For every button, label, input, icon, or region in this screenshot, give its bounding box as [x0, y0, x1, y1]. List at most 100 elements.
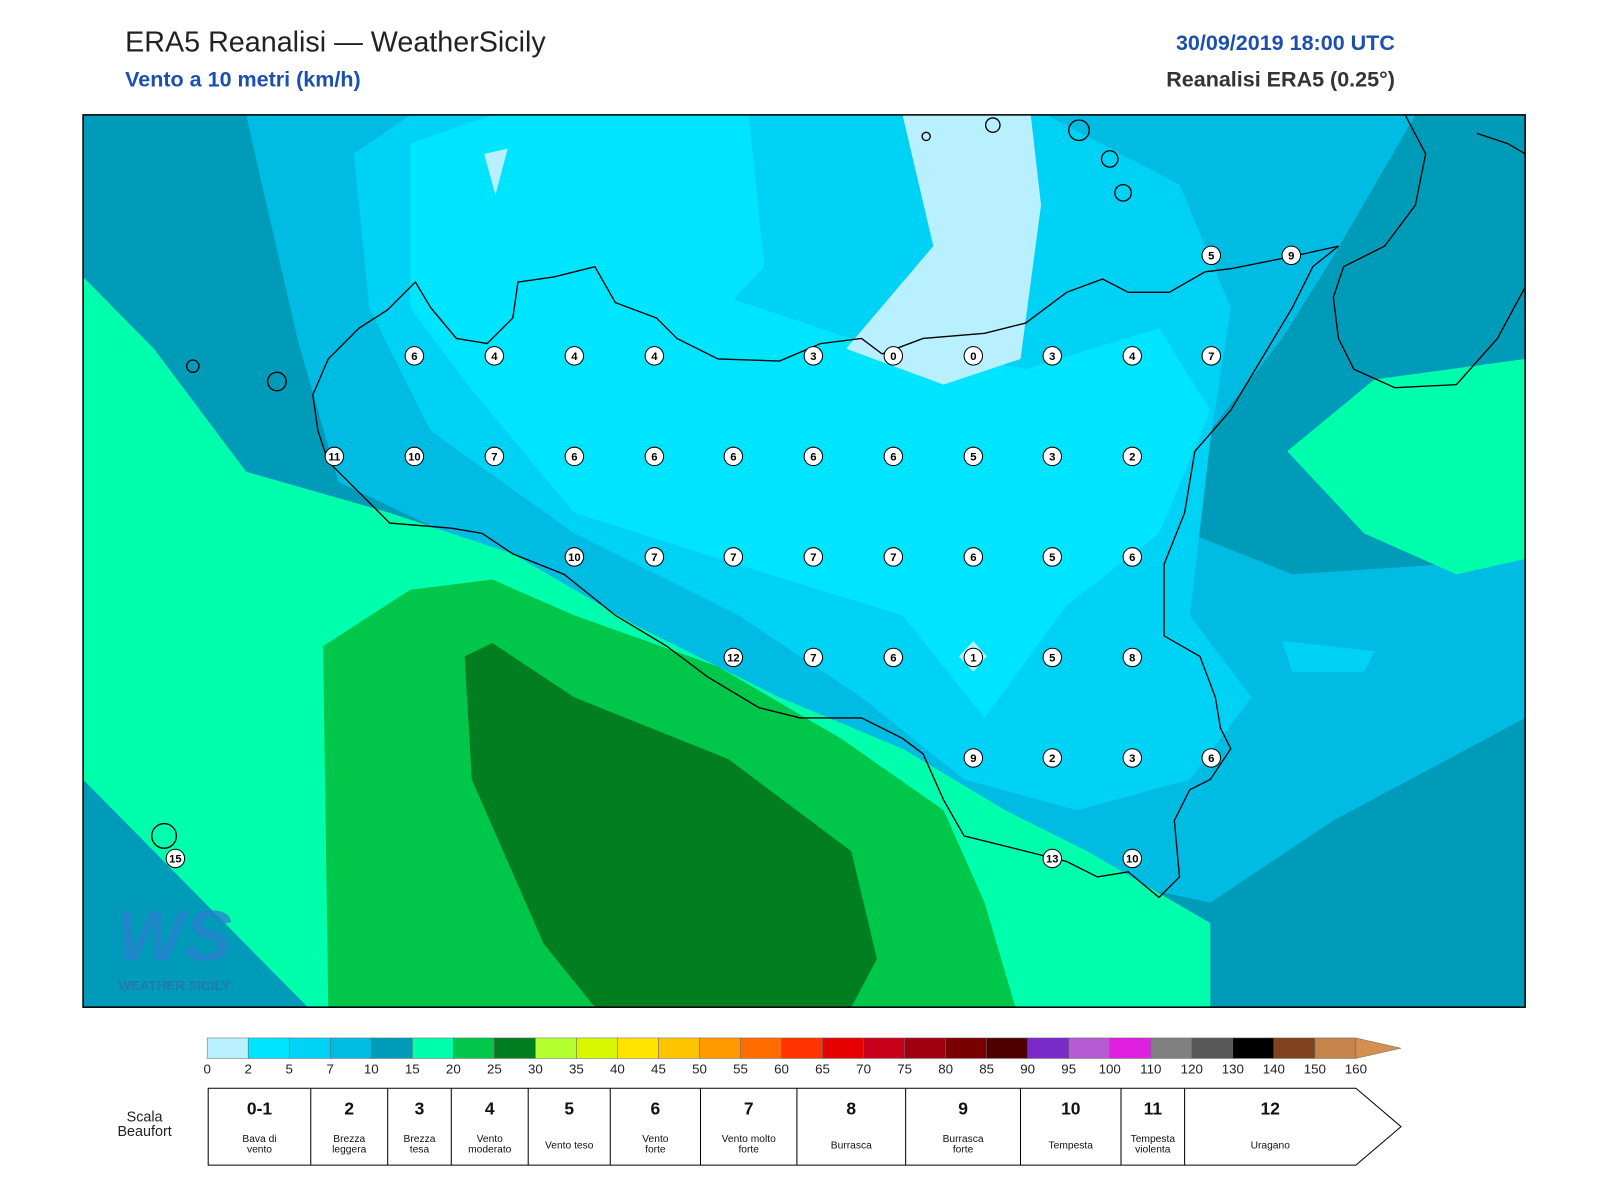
- colorbar-tick-label: 120: [1181, 1061, 1203, 1076]
- colorbar-tick-label: 140: [1263, 1061, 1285, 1076]
- station-marker: [1201, 346, 1222, 366]
- colorbar-tick-label: 80: [938, 1061, 953, 1076]
- beaufort-desc: Uragano: [1251, 1140, 1291, 1151]
- colorbar-tick-label: 160: [1345, 1061, 1367, 1076]
- color-box: [576, 1037, 618, 1059]
- beaufort-desc: moderato: [468, 1144, 512, 1155]
- beaufort-desc: leggera: [332, 1144, 366, 1155]
- station-value: 1: [970, 652, 976, 664]
- beaufort-force: 11: [1144, 1098, 1163, 1118]
- station-marker: [883, 446, 904, 467]
- beaufort-frame: [207, 1087, 1402, 1166]
- coastline: [1332, 114, 1526, 389]
- colorbar-tick-label: 0: [203, 1061, 210, 1076]
- station-value: 6: [1129, 552, 1135, 564]
- beaufort-desc: Tempesta: [1131, 1134, 1176, 1145]
- beaufort-force: 10: [1061, 1098, 1080, 1118]
- station-value: 6: [890, 451, 896, 463]
- station-value: 5: [1208, 250, 1214, 262]
- wind-zone: [1287, 358, 1526, 575]
- legend: 0 2 5 7 10 15 20 25 30 35 40 45 50 55 60 65 70 75 80 85 90 95…: [117, 1037, 1402, 1166]
- wind-zone: [846, 114, 1042, 385]
- island: [921, 131, 931, 142]
- color-box: [1068, 1037, 1110, 1059]
- color-box: [1232, 1037, 1275, 1059]
- color-box: [822, 1037, 864, 1059]
- color-box: [945, 1037, 987, 1059]
- coastline: [312, 245, 1339, 899]
- beaufort-desc: Tempesta: [1049, 1140, 1094, 1151]
- title: ERA5 Reanalisi — WeatherSicily: [125, 27, 546, 59]
- beaufort-desc: Vento molto: [722, 1134, 776, 1145]
- station-marker: [723, 647, 744, 668]
- color-box: [453, 1037, 495, 1059]
- color-box: [781, 1037, 823, 1059]
- station-marker: [1042, 346, 1063, 366]
- color-box: [1109, 1037, 1152, 1059]
- station-value: 5: [1049, 652, 1055, 664]
- station-marker: [963, 446, 984, 467]
- colorbar-tick-label: 2: [244, 1061, 251, 1076]
- station-marker: [564, 547, 585, 567]
- station-marker: [564, 446, 585, 467]
- station-marker: [1122, 446, 1143, 467]
- station-value: 6: [1208, 753, 1214, 765]
- colorbar-tick-label: 50: [692, 1061, 707, 1076]
- beaufort-force: 3: [415, 1098, 425, 1118]
- station-marker: [883, 346, 904, 366]
- beaufort-desc: Vento: [642, 1134, 669, 1145]
- station-value: 6: [411, 351, 417, 363]
- color-box: [247, 1037, 290, 1059]
- colorbar-tick-label: 100: [1099, 1061, 1121, 1076]
- station-marker: [1122, 647, 1143, 668]
- color-box: [1027, 1037, 1069, 1059]
- station-marker: [803, 346, 824, 366]
- station-value: 5: [1049, 552, 1055, 564]
- station-marker: [1042, 748, 1063, 768]
- station-marker: [404, 346, 425, 366]
- color-box: [494, 1037, 536, 1059]
- station-value: 5: [970, 451, 976, 463]
- island: [267, 371, 287, 392]
- station-value: 6: [970, 552, 976, 564]
- station-marker: [1122, 848, 1143, 869]
- colorbar-tick-label: 7: [327, 1061, 334, 1076]
- station-marker: [723, 547, 744, 567]
- station-value: 4: [571, 351, 578, 363]
- color-box: [658, 1037, 700, 1059]
- station-marker: [803, 446, 824, 467]
- colorbar-tick-label: 95: [1061, 1061, 1076, 1076]
- beaufort-desc: forte: [645, 1144, 666, 1155]
- beaufort-label: Beaufort: [117, 1124, 171, 1140]
- station-value: 9: [1288, 250, 1294, 262]
- station-marker: [484, 446, 505, 467]
- beaufort-desc: Brezza: [333, 1134, 365, 1145]
- station-marker: [883, 647, 904, 668]
- color-box: [535, 1037, 577, 1059]
- station-value: 7: [890, 552, 896, 564]
- island: [186, 359, 200, 373]
- beaufort-force: 0-1: [247, 1098, 272, 1118]
- beaufort-desc: Burrasca: [943, 1134, 984, 1145]
- beaufort-force: 5: [564, 1098, 574, 1118]
- colorbar-tick-label: 5: [286, 1061, 293, 1076]
- station-value: 7: [491, 451, 497, 463]
- station-marker: [165, 848, 186, 869]
- station-marker: [564, 346, 585, 366]
- color-box: [986, 1037, 1028, 1059]
- colorbar-tick-label: 35: [569, 1061, 584, 1076]
- color-box: [1191, 1037, 1234, 1059]
- station-value: 7: [810, 552, 816, 564]
- station-marker: [1122, 748, 1143, 768]
- colorbar-tick-label: 25: [487, 1061, 502, 1076]
- station-marker: [883, 547, 904, 567]
- beaufort-desc: Bava di: [242, 1134, 276, 1145]
- station-value: 6: [571, 451, 577, 463]
- beaufort-desc: vento: [247, 1144, 272, 1155]
- beaufort-force: 8: [846, 1098, 856, 1118]
- station-value: 7: [810, 652, 816, 664]
- station-value: 6: [730, 451, 736, 463]
- wind-zone: [464, 643, 877, 1008]
